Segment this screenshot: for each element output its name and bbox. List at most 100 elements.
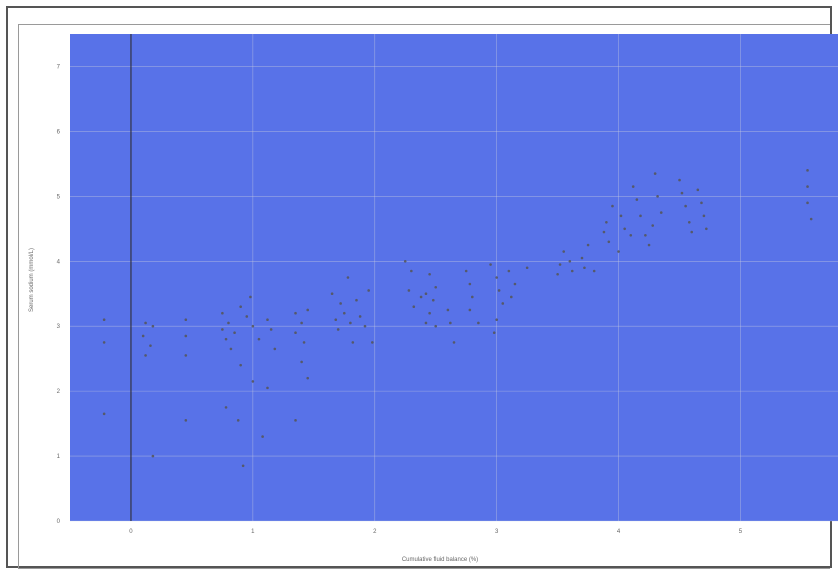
data-point bbox=[656, 195, 659, 198]
data-point bbox=[300, 321, 303, 325]
y-tick-label: 5 bbox=[57, 194, 61, 200]
data-point bbox=[330, 292, 334, 296]
y-tick-label: 2 bbox=[57, 389, 61, 395]
data-point bbox=[184, 318, 188, 322]
x-tick-label: 5 bbox=[739, 529, 743, 535]
data-point bbox=[705, 227, 708, 231]
data-point bbox=[239, 363, 242, 367]
data-point bbox=[336, 328, 340, 331]
data-point bbox=[495, 318, 498, 322]
x-tick-label: 2 bbox=[373, 529, 377, 535]
data-point bbox=[468, 282, 472, 286]
data-point bbox=[623, 227, 626, 231]
data-point bbox=[151, 454, 155, 458]
data-point bbox=[306, 376, 310, 380]
x-tick-label: 4 bbox=[617, 529, 621, 535]
data-point bbox=[562, 250, 566, 253]
data-point bbox=[659, 211, 663, 214]
data-point bbox=[605, 221, 608, 224]
data-point bbox=[149, 344, 152, 347]
y-tick-label: 3 bbox=[57, 324, 61, 330]
data-point bbox=[251, 324, 255, 328]
data-point bbox=[294, 311, 297, 315]
data-point bbox=[251, 380, 255, 383]
data-point bbox=[580, 256, 584, 260]
data-point bbox=[245, 315, 249, 318]
data-point bbox=[410, 269, 413, 273]
data-point bbox=[227, 321, 230, 325]
data-point bbox=[428, 272, 431, 276]
data-point bbox=[611, 204, 614, 208]
data-point bbox=[806, 201, 809, 205]
data-point bbox=[144, 321, 147, 325]
data-point bbox=[249, 295, 252, 299]
data-point bbox=[233, 331, 236, 334]
y-tick-label: 6 bbox=[57, 129, 61, 135]
data-point bbox=[602, 230, 606, 234]
data-point bbox=[266, 386, 269, 390]
data-point bbox=[151, 324, 155, 328]
severity-zones bbox=[70, 34, 838, 521]
data-point bbox=[690, 230, 694, 234]
data-point bbox=[428, 311, 431, 315]
data-point bbox=[306, 308, 310, 312]
plot-panel bbox=[18, 24, 830, 569]
data-point bbox=[644, 233, 647, 237]
data-point bbox=[102, 318, 106, 322]
data-point bbox=[141, 334, 145, 338]
data-point bbox=[358, 315, 362, 318]
x-tick-label: 3 bbox=[495, 529, 499, 535]
data-point bbox=[680, 191, 684, 195]
data-point bbox=[492, 331, 496, 334]
data-point bbox=[696, 188, 700, 192]
data-point bbox=[224, 406, 228, 409]
data-point bbox=[355, 298, 358, 302]
data-point bbox=[239, 305, 242, 309]
data-point bbox=[221, 311, 224, 315]
data-point bbox=[346, 276, 350, 279]
data-point bbox=[639, 214, 642, 218]
data-point bbox=[294, 331, 297, 334]
data-point bbox=[302, 341, 306, 344]
x-tick-labels: 0 1 2 3 4 5 bbox=[129, 529, 743, 535]
data-point bbox=[509, 295, 513, 299]
data-point bbox=[497, 289, 501, 292]
data-point bbox=[568, 259, 572, 263]
data-point bbox=[556, 272, 559, 276]
data-point bbox=[647, 243, 651, 247]
zone-low-severe bbox=[70, 34, 838, 521]
data-point bbox=[507, 269, 511, 273]
data-point bbox=[273, 347, 277, 351]
data-point bbox=[407, 289, 411, 292]
data-point bbox=[434, 285, 438, 289]
data-point bbox=[653, 172, 657, 175]
data-point bbox=[586, 243, 590, 247]
data-point bbox=[144, 354, 147, 357]
y-tick-label: 7 bbox=[57, 64, 61, 70]
data-point bbox=[221, 328, 224, 331]
data-point bbox=[261, 435, 264, 438]
data-point bbox=[631, 185, 635, 188]
data-point bbox=[351, 341, 355, 344]
data-point bbox=[583, 266, 586, 270]
data-point bbox=[592, 269, 596, 273]
data-point bbox=[806, 185, 809, 188]
x-tick-label: 1 bbox=[251, 529, 255, 535]
data-point bbox=[513, 282, 517, 286]
data-point bbox=[371, 341, 374, 344]
data-point bbox=[495, 276, 498, 279]
data-point bbox=[651, 224, 655, 227]
data-point bbox=[619, 214, 623, 218]
data-point bbox=[635, 198, 639, 201]
data-point bbox=[617, 250, 620, 253]
data-point bbox=[424, 292, 428, 296]
data-point bbox=[419, 295, 423, 299]
data-point bbox=[363, 324, 367, 328]
data-point bbox=[403, 259, 407, 263]
data-point bbox=[558, 263, 562, 266]
data-point bbox=[269, 328, 273, 331]
data-point bbox=[446, 308, 450, 312]
data-point bbox=[434, 324, 438, 328]
data-point bbox=[629, 233, 633, 237]
